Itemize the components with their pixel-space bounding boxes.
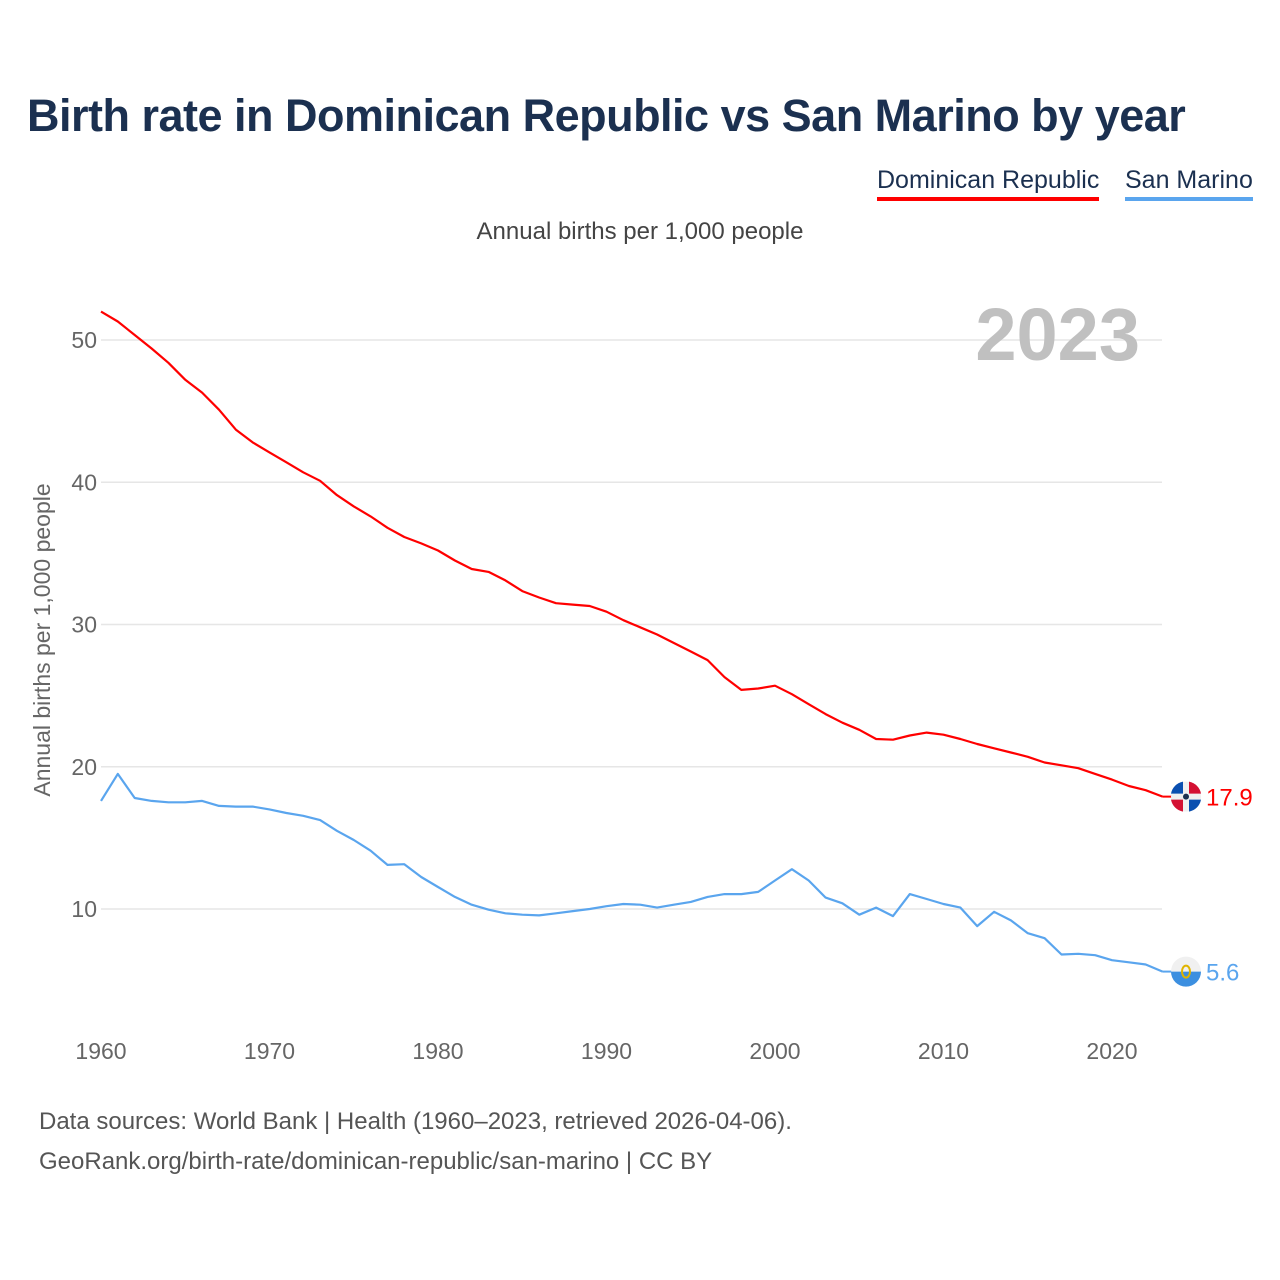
san-marino-flag-icon [1171, 956, 1201, 987]
series-line-san-marino [100, 772, 1164, 973]
x-tick-label: 1960 [75, 1038, 126, 1064]
y-axis-label: Annual births per 1,000 people [29, 483, 55, 796]
flag-emblem [1183, 793, 1189, 800]
x-tick-label: 2020 [1086, 1038, 1137, 1064]
y-tick-label: 50 [71, 327, 97, 353]
end-value-label: 5.6 [1206, 960, 1239, 987]
y-tick-label: 30 [71, 612, 97, 638]
flag-quarter [1171, 799, 1183, 812]
dominican-republic-flag-icon [1171, 781, 1201, 812]
x-tick-label: 2010 [918, 1038, 969, 1064]
legend-dominican-republic[interactable]: Dominican Republic [877, 166, 1100, 201]
x-tick-label: 1970 [244, 1038, 295, 1064]
flag-quarter [1171, 781, 1183, 794]
flag-quarter [1189, 799, 1201, 812]
x-tick-label: 2000 [749, 1038, 800, 1064]
chart-subtitle: Annual births per 1,000 people [476, 218, 804, 245]
flag-quarter [1189, 781, 1201, 794]
chart-title: Birth rate in Dominican Republic vs San … [27, 90, 1186, 141]
y-tick-label: 10 [71, 896, 97, 922]
flag-bottom [1171, 971, 1201, 987]
series-line-dominican-republic [100, 310, 1163, 798]
x-tick-label: 1990 [581, 1038, 632, 1064]
legend-san-marino[interactable]: San Marino [1125, 166, 1253, 201]
flag-emblem [1181, 964, 1191, 979]
end-value-label: 17.9 [1206, 785, 1253, 812]
footer-sources: Data sources: World Bank | Health (1960–… [39, 1108, 792, 1135]
y-tick-label: 40 [71, 469, 97, 495]
flag-top [1171, 956, 1201, 972]
x-tick-label: 1980 [412, 1038, 463, 1064]
current-year-label: 2023 [975, 293, 1140, 376]
footer-url[interactable]: GeoRank.org/birth-rate/dominican-republi… [39, 1148, 713, 1175]
y-tick-label: 20 [71, 754, 97, 780]
